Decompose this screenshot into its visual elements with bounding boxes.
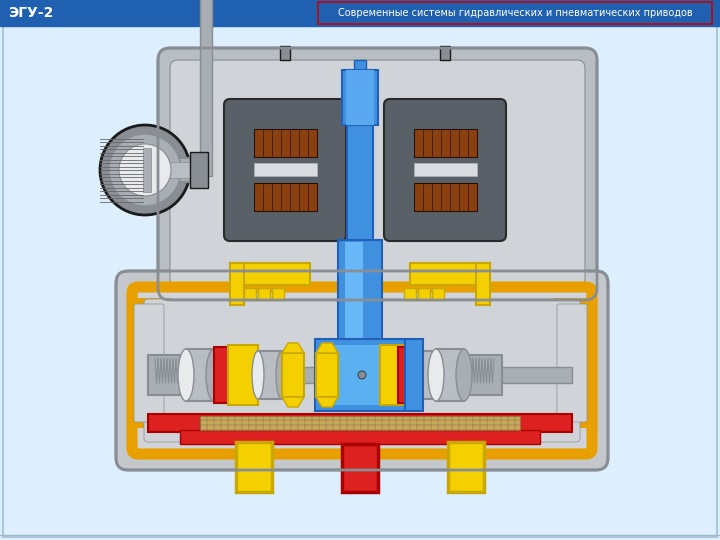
Bar (141, 146, 153, 194)
Bar (282, 353, 304, 397)
Bar (254, 163, 317, 176)
FancyBboxPatch shape (116, 271, 608, 470)
Ellipse shape (109, 134, 181, 206)
Bar (272, 288, 284, 300)
Bar (254, 183, 317, 211)
Bar (200, 0, 212, 176)
Bar (322, 345, 398, 405)
Bar (186, 349, 214, 401)
Bar (338, 240, 382, 360)
Ellipse shape (100, 125, 190, 215)
Bar (128, 298, 173, 428)
Bar (464, 355, 502, 395)
Bar (180, 430, 540, 444)
Ellipse shape (276, 351, 288, 399)
Bar (244, 288, 256, 300)
FancyBboxPatch shape (132, 287, 592, 454)
Bar (414, 129, 477, 157)
Polygon shape (282, 397, 304, 407)
Bar (398, 347, 412, 403)
Ellipse shape (206, 349, 222, 401)
Bar (448, 442, 484, 492)
Bar (418, 288, 430, 300)
FancyBboxPatch shape (128, 298, 172, 428)
Polygon shape (316, 343, 338, 353)
Bar (159, 162, 195, 178)
Bar (200, 416, 520, 430)
Bar (316, 353, 338, 397)
Bar (412, 351, 436, 399)
Bar (414, 163, 477, 176)
Bar (258, 351, 282, 399)
FancyBboxPatch shape (224, 99, 346, 241)
Bar (148, 355, 186, 395)
Bar (414, 183, 477, 211)
Bar (0, 0, 720, 26)
FancyBboxPatch shape (557, 304, 587, 422)
Bar (342, 70, 378, 125)
Bar (410, 263, 490, 285)
Bar (354, 60, 366, 80)
Bar (228, 345, 258, 405)
Bar (342, 444, 378, 492)
Bar (214, 347, 228, 403)
Bar (148, 367, 572, 383)
Bar (230, 263, 310, 285)
Bar (551, 298, 596, 428)
Bar (346, 70, 374, 125)
Text: Современные системы гидравлических и пневматических приводов: Современные системы гидравлических и пне… (338, 8, 693, 18)
Bar (405, 339, 423, 411)
Bar (280, 46, 290, 60)
FancyBboxPatch shape (551, 298, 595, 428)
Bar (230, 263, 244, 305)
FancyBboxPatch shape (134, 304, 164, 422)
Bar (157, 158, 197, 182)
Bar (143, 148, 151, 192)
Text: ЭГУ-2: ЭГУ-2 (8, 6, 53, 20)
Bar (476, 263, 490, 305)
Ellipse shape (456, 349, 472, 401)
Bar (349, 70, 371, 360)
Bar (440, 46, 450, 60)
Bar (254, 129, 317, 157)
Bar (347, 125, 373, 240)
Ellipse shape (119, 144, 171, 196)
Ellipse shape (428, 349, 444, 401)
Bar (436, 349, 464, 401)
Bar (345, 242, 363, 358)
Ellipse shape (358, 371, 366, 379)
Ellipse shape (430, 351, 442, 399)
FancyBboxPatch shape (384, 99, 506, 241)
Bar (190, 152, 208, 188)
Bar (318, 2, 712, 24)
Polygon shape (316, 397, 338, 407)
FancyBboxPatch shape (144, 299, 580, 442)
Bar (432, 288, 444, 300)
Bar (315, 339, 405, 411)
Bar (404, 288, 416, 300)
Ellipse shape (178, 349, 194, 401)
FancyBboxPatch shape (158, 48, 597, 300)
Polygon shape (282, 343, 304, 353)
Bar (380, 345, 410, 405)
Ellipse shape (406, 351, 418, 399)
Ellipse shape (252, 351, 264, 399)
Bar (258, 288, 270, 300)
Bar (148, 414, 572, 432)
FancyBboxPatch shape (170, 60, 585, 288)
Bar (236, 442, 272, 492)
